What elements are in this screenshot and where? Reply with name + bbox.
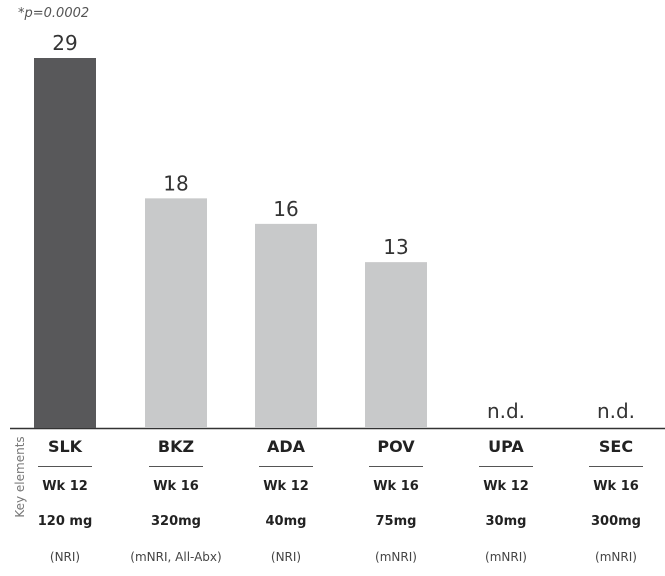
value-label-bkz: 18 [163,171,188,195]
category-label-slk: SLK [48,437,83,456]
value-label-slk: 29 [52,31,77,55]
week-label-upa: Wk 12 [483,479,529,494]
value-label-ada: 16 [273,197,298,221]
category-label-pov: POV [377,437,415,456]
dose-label-bkz: 320mg [151,514,201,529]
dose-label-pov: 75mg [376,514,417,529]
p-value-annotation: *p=0.0002 [18,6,90,21]
method-label-ada: (NRI) [271,550,301,564]
bar-bkz [145,198,207,428]
bar-ada [255,223,317,428]
dose-label-upa: 30mg [486,514,527,529]
method-label-pov: (mNRI) [375,550,417,564]
method-label-slk: (NRI) [50,550,80,564]
method-label-upa: (mNRI) [485,550,527,564]
value-label-upa: n.d. [487,399,525,423]
dose-label-ada: 40mg [266,514,307,529]
value-label-sec: n.d. [597,399,635,423]
category-label-bkz: BKZ [158,437,194,456]
dose-label-sec: 300mg [591,514,641,529]
bar-slk [34,58,96,428]
week-label-bkz: Wk 16 [153,479,199,494]
category-label-ada: ADA [267,437,306,456]
bar-pov [365,262,427,428]
week-label-slk: Wk 12 [42,479,88,494]
key-elements-label: Key elements [13,436,27,518]
method-label-sec: (mNRI) [595,550,637,564]
week-label-ada: Wk 12 [263,479,309,494]
week-label-pov: Wk 16 [373,479,419,494]
category-label-sec: SEC [599,437,633,456]
value-label-pov: 13 [383,235,408,259]
category-label-upa: UPA [488,437,524,456]
week-label-sec: Wk 16 [593,479,639,494]
method-label-bkz: (mNRI, All-Abx) [130,550,221,564]
dose-label-slk: 120 mg [38,514,93,529]
